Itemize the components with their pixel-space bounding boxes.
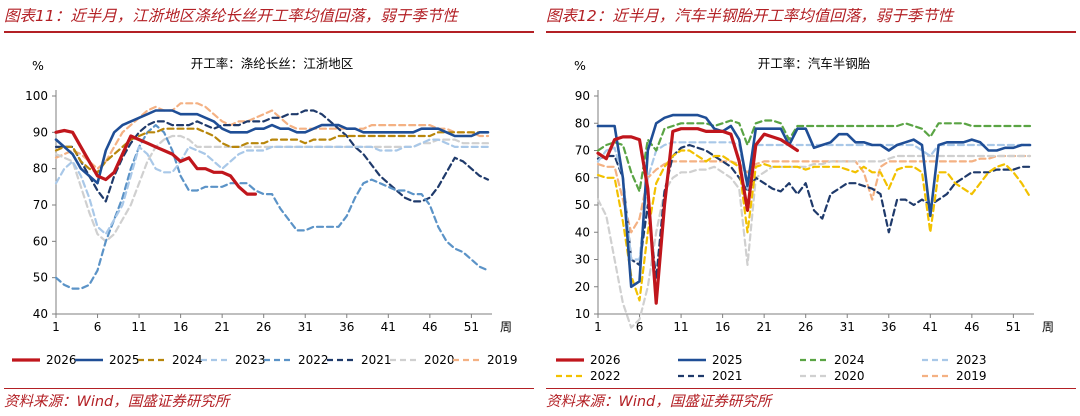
right-series-2024 xyxy=(596,119,1032,193)
right-legend-label-2023: 2023 xyxy=(956,353,987,367)
right-y-tick-label: 50 xyxy=(575,198,590,212)
right-y-tick-label: 80 xyxy=(575,116,590,130)
right-series-2021 xyxy=(596,143,1032,280)
left-x-tick-label: 26 xyxy=(256,320,271,334)
right-series-2020 xyxy=(596,154,1032,329)
right-x-tick-label: 41 xyxy=(923,320,938,334)
left-y-tick-label: 50 xyxy=(33,271,48,285)
left-x-tick-label: 31 xyxy=(298,320,313,334)
left-y-tick-label: 40 xyxy=(33,307,48,321)
right-x-unit: 周 xyxy=(1042,320,1054,334)
right-y-tick-label: 60 xyxy=(575,171,590,185)
right-x-tick-label: 31 xyxy=(840,320,855,334)
right-x-tick-label: 46 xyxy=(964,320,979,334)
left-source: 资料来源：Wind，国盛证券研究所 xyxy=(4,394,230,410)
left-series-2022 xyxy=(54,124,490,290)
right-series-2025 xyxy=(596,113,1032,289)
right-legend-label-2020: 2020 xyxy=(834,369,865,383)
left-series-2020 xyxy=(54,134,490,243)
left-title-rule xyxy=(4,31,534,33)
right-y-unit: % xyxy=(574,58,586,73)
left-series-2021 xyxy=(54,109,490,203)
left-x-tick-label: 16 xyxy=(173,320,188,334)
left-legend-label-2026: 2026 xyxy=(46,353,77,367)
right-legend-label-2021: 2021 xyxy=(712,369,743,383)
left-y-tick-label: 90 xyxy=(33,125,48,139)
left-series-2023 xyxy=(54,138,490,236)
right-x-tick-label: 11 xyxy=(673,320,688,334)
left-legend-label-2023: 2023 xyxy=(235,353,266,367)
left-legend-label-2020: 2020 xyxy=(424,353,455,367)
right-legend-label-2025: 2025 xyxy=(712,353,743,367)
left-x-unit: 周 xyxy=(500,320,512,334)
right-y-tick-label: 20 xyxy=(575,280,590,294)
left-series-2025 xyxy=(54,109,490,185)
right-y-tick-label: 70 xyxy=(575,144,590,158)
left-series-2019 xyxy=(54,102,490,170)
right-x-tick-label: 51 xyxy=(1006,320,1021,334)
right-x-tick-label: 1 xyxy=(594,320,602,334)
right-y-tick-label: 90 xyxy=(575,89,590,103)
left-panel-title: 图表11：近半月，江浙地区涤纶长丝开工率均值回落，弱于季节性 xyxy=(4,7,458,25)
left-legend-label-2025: 2025 xyxy=(109,353,140,367)
left-y-unit: % xyxy=(32,58,44,73)
right-series-2026 xyxy=(596,127,799,305)
right-panel: 图表12：近半月，汽车半钢胎开工率均值回落，弱于季节性 开工率：汽车半钢胎% 10… xyxy=(546,0,1080,416)
left-source-rule xyxy=(4,388,534,389)
left-x-tick-label: 51 xyxy=(464,320,479,334)
right-x-tick-label: 26 xyxy=(798,320,813,334)
left-y-tick-label: 100 xyxy=(25,89,48,103)
right-y-tick-label: 30 xyxy=(575,253,590,267)
left-legend-label-2021: 2021 xyxy=(361,353,392,367)
left-y-tick-label: 70 xyxy=(33,198,48,212)
right-chart-title: 开工率：汽车半钢胎 xyxy=(758,56,871,71)
right-source-rule xyxy=(546,388,1076,389)
left-x-tick-label: 21 xyxy=(215,320,230,334)
right-panel-title: 图表12：近半月，汽车半钢胎开工率均值回落，弱于季节性 xyxy=(546,7,954,25)
left-y-tick-label: 80 xyxy=(33,162,48,176)
right-x-tick-label: 16 xyxy=(715,320,730,334)
right-legend-label-2024: 2024 xyxy=(834,353,865,367)
left-y-tick-label: 60 xyxy=(33,234,48,248)
right-y-tick-label: 40 xyxy=(575,225,590,239)
right-x-tick-label: 21 xyxy=(757,320,772,334)
left-legend-label-2022: 2022 xyxy=(298,353,329,367)
left-x-tick-label: 36 xyxy=(339,320,354,334)
left-panel: 图表11：近半月，江浙地区涤纶长丝开工率均值回落，弱于季节性 开工率：涤纶长丝：… xyxy=(4,0,538,416)
left-series-2026 xyxy=(54,128,257,196)
right-legend-label-2026: 2026 xyxy=(590,353,621,367)
left-legend-label-2024: 2024 xyxy=(172,353,203,367)
right-series-2022 xyxy=(596,149,1032,302)
left-x-tick-label: 1 xyxy=(52,320,60,334)
right-legend-label-2022: 2022 xyxy=(590,369,621,383)
left-legend-label-2019: 2019 xyxy=(487,353,518,367)
right-y-tick-label: 10 xyxy=(575,307,590,321)
right-x-tick-label: 36 xyxy=(881,320,896,334)
right-legend-label-2019: 2019 xyxy=(956,369,987,383)
left-series-2024 xyxy=(54,127,490,174)
right-title-rule xyxy=(546,31,1076,33)
right-x-tick-label: 6 xyxy=(636,320,644,334)
left-chart-title: 开工率：涤纶长丝：江浙地区 xyxy=(191,56,354,71)
left-x-tick-label: 41 xyxy=(381,320,396,334)
left-x-tick-label: 46 xyxy=(422,320,437,334)
left-x-tick-label: 6 xyxy=(94,320,102,334)
right-source: 资料来源：Wind，国盛证券研究所 xyxy=(546,394,772,410)
left-x-tick-label: 11 xyxy=(131,320,146,334)
